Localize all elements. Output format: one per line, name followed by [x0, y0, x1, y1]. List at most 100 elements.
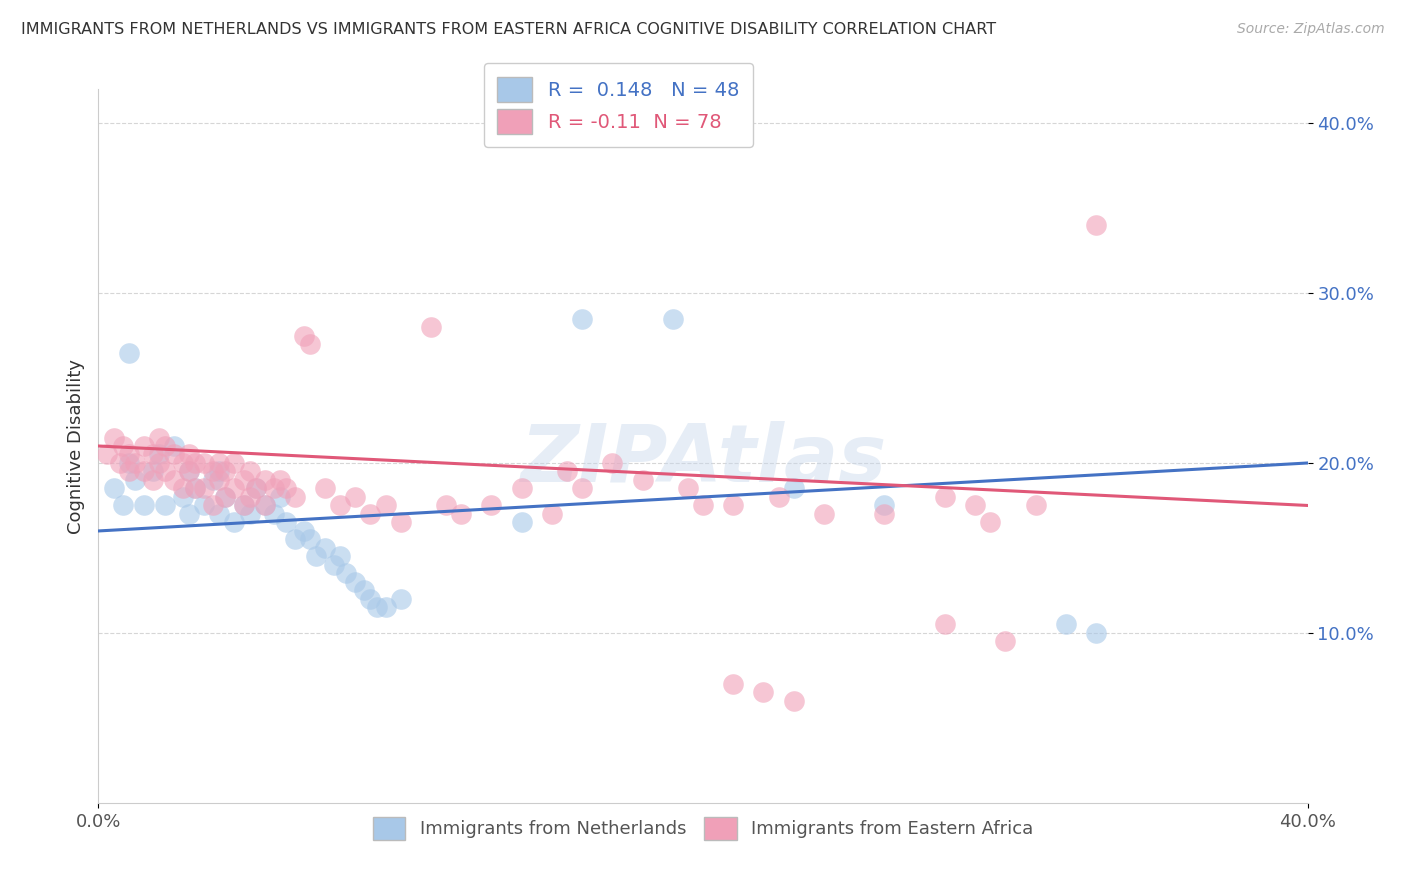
Point [284, 533, 307, 547]
Point [314, 541, 336, 555]
Point [253, 499, 276, 513]
Point [118, 465, 141, 479]
Point [179, 507, 201, 521]
Point [118, 345, 141, 359]
Point [239, 507, 262, 521]
Point [148, 448, 170, 462]
Point [676, 482, 699, 496]
Point [783, 694, 806, 708]
Point [1085, 626, 1108, 640]
Point [245, 482, 267, 496]
Point [118, 448, 141, 462]
Point [510, 482, 533, 496]
Point [374, 499, 396, 513]
Point [269, 490, 291, 504]
Point [723, 499, 745, 513]
Point [344, 574, 367, 589]
Point [602, 456, 624, 470]
Point [305, 549, 328, 564]
Point [108, 456, 131, 470]
Point [224, 482, 246, 496]
Text: ZIPAtlas: ZIPAtlas [520, 421, 886, 500]
Point [132, 499, 155, 513]
Point [103, 430, 125, 444]
Point [934, 617, 956, 632]
Point [329, 499, 352, 513]
Point [994, 634, 1017, 648]
Point [232, 473, 254, 487]
Point [172, 482, 194, 496]
Point [314, 482, 336, 496]
Point [214, 490, 236, 504]
Point [111, 439, 134, 453]
Point [224, 456, 246, 470]
Point [232, 499, 254, 513]
Point [420, 320, 443, 334]
Point [184, 482, 207, 496]
Point [263, 507, 285, 521]
Point [335, 566, 357, 581]
Point [179, 465, 201, 479]
Point [202, 499, 225, 513]
Point [202, 465, 225, 479]
Point [214, 465, 236, 479]
Point [323, 558, 346, 572]
Point [934, 490, 956, 504]
Point [253, 473, 276, 487]
Point [813, 507, 835, 521]
Point [103, 482, 125, 496]
Point [153, 439, 176, 453]
Point [366, 600, 388, 615]
Point [124, 456, 146, 470]
Point [661, 311, 683, 326]
Point [284, 490, 307, 504]
Point [184, 482, 207, 496]
Point [163, 473, 186, 487]
Point [148, 456, 170, 470]
Point [172, 490, 194, 504]
Point [193, 499, 215, 513]
Point [142, 465, 165, 479]
Point [269, 473, 291, 487]
Point [360, 591, 382, 606]
Point [132, 439, 155, 453]
Point [299, 533, 322, 547]
Point [374, 600, 396, 615]
Point [142, 448, 165, 462]
Point [208, 465, 231, 479]
Point [540, 507, 562, 521]
Point [510, 516, 533, 530]
Y-axis label: Cognitive Disability: Cognitive Disability [66, 359, 84, 533]
Point [239, 465, 262, 479]
Point [96, 448, 118, 462]
Point [360, 507, 382, 521]
Point [434, 499, 457, 513]
Point [253, 499, 276, 513]
Point [389, 591, 412, 606]
Point [184, 456, 207, 470]
Point [232, 499, 254, 513]
Point [768, 490, 790, 504]
Point [163, 439, 186, 453]
Point [783, 482, 806, 496]
Point [292, 524, 315, 538]
Point [555, 465, 578, 479]
Point [193, 482, 215, 496]
Point [571, 311, 593, 326]
Point [692, 499, 714, 513]
Point [208, 507, 231, 521]
Point [153, 499, 176, 513]
Point [274, 482, 297, 496]
Point [224, 516, 246, 530]
Point [344, 490, 367, 504]
Point [245, 482, 267, 496]
Point [979, 516, 1001, 530]
Point [124, 473, 146, 487]
Point [208, 456, 231, 470]
Point [274, 516, 297, 530]
Point [1085, 218, 1108, 232]
Text: Source: ZipAtlas.com: Source: ZipAtlas.com [1237, 22, 1385, 37]
Point [118, 456, 141, 470]
Point [214, 490, 236, 504]
Point [571, 482, 593, 496]
